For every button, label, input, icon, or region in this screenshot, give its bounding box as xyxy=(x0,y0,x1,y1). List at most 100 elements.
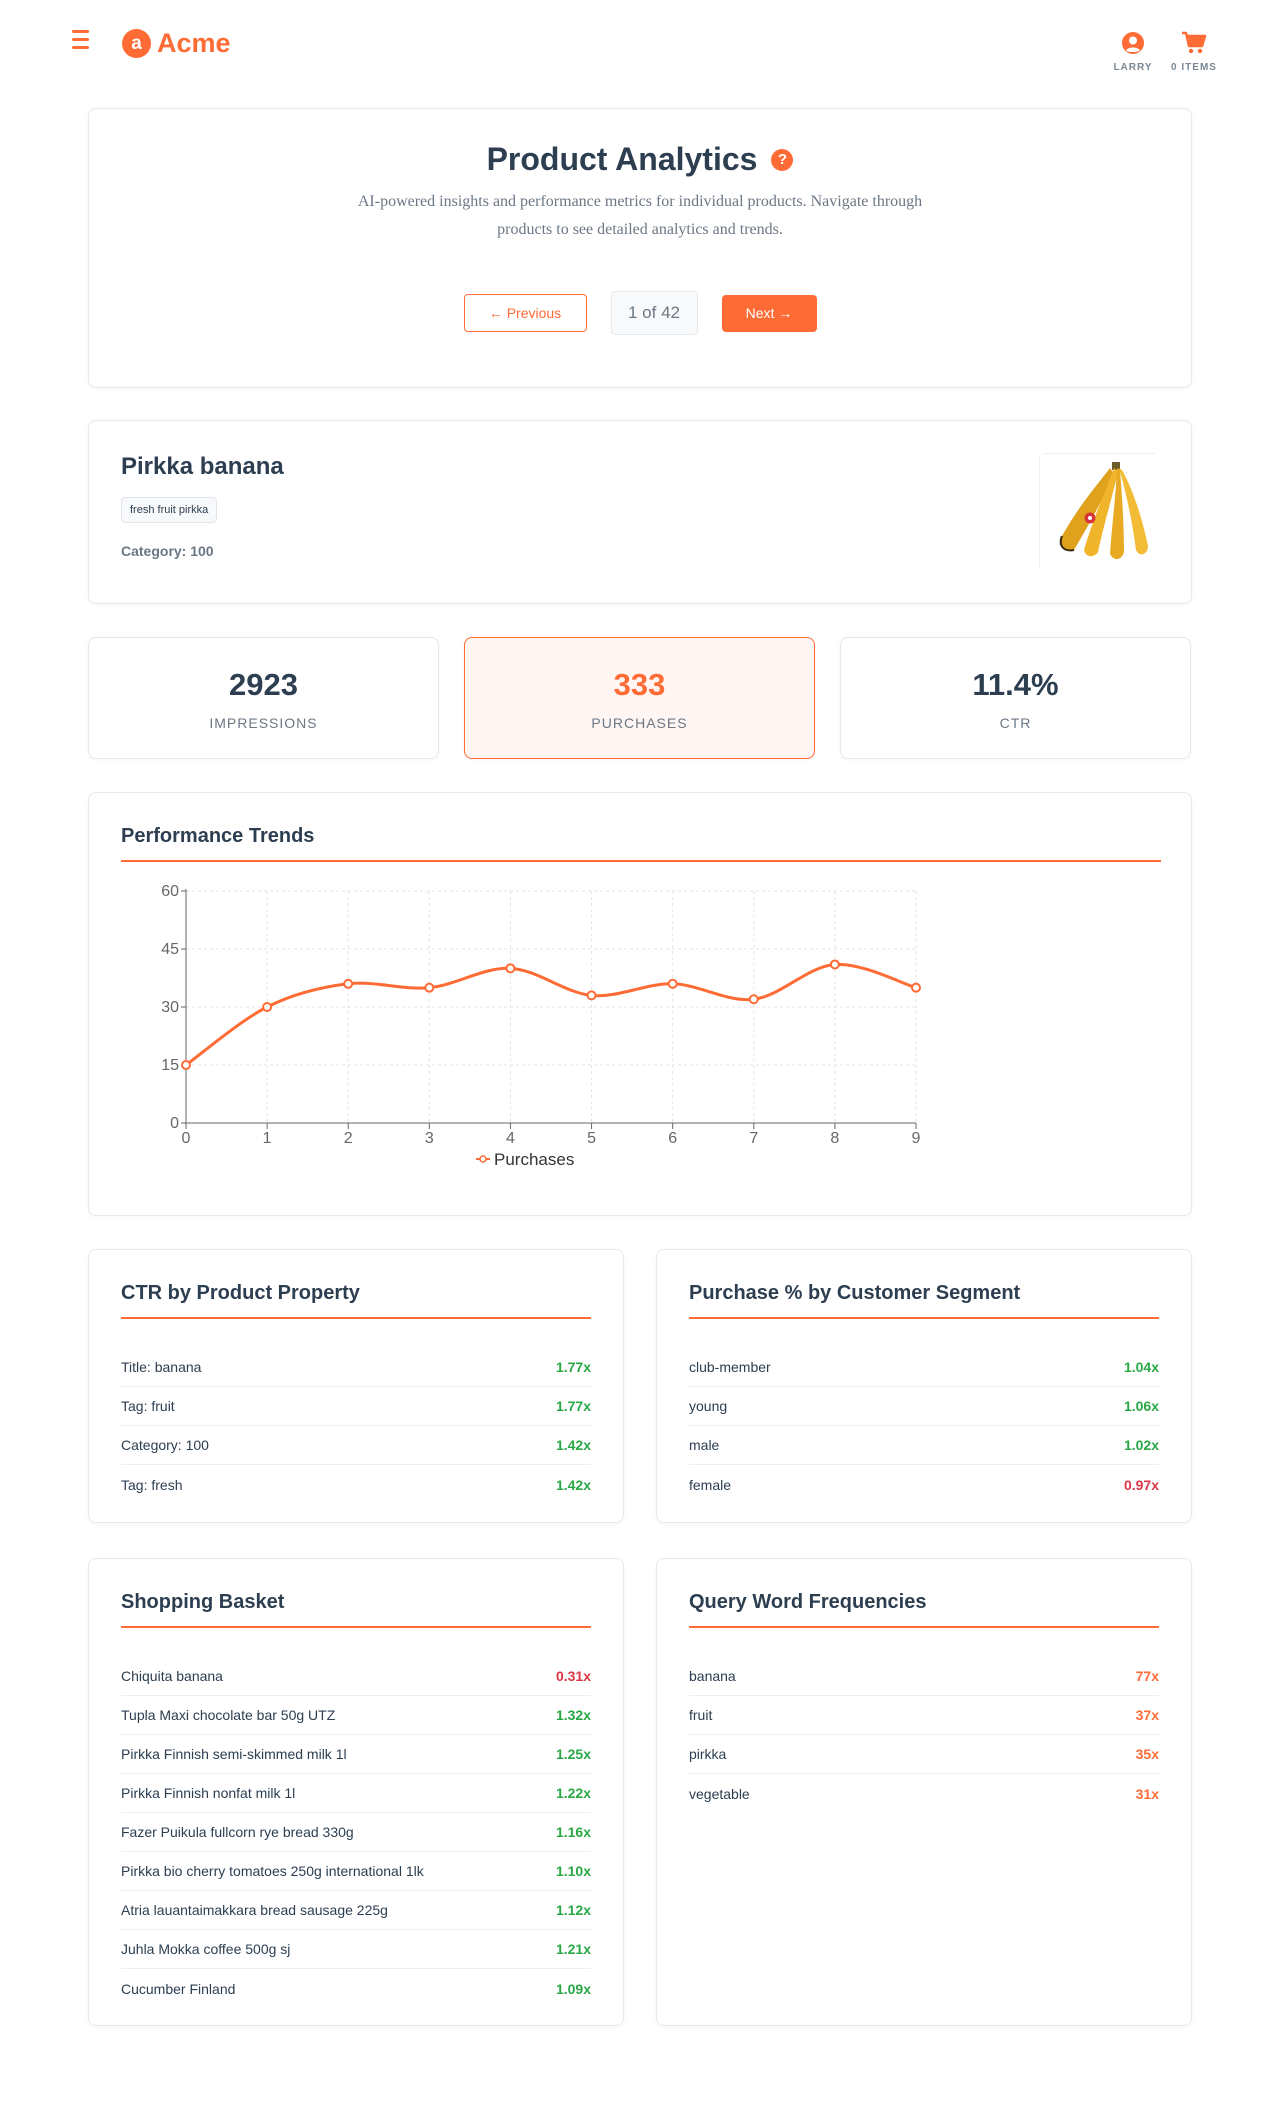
list-item: Tag: fresh 1.42x xyxy=(121,1465,591,1504)
list-item-value: 37x xyxy=(1135,1707,1159,1723)
data-point xyxy=(343,978,354,989)
legend-point-marker xyxy=(479,1155,487,1163)
y-tick-label: 0 xyxy=(170,1115,179,1132)
list-item-label: Pirkka Finnish semi-skimmed milk 1l xyxy=(121,1746,347,1762)
list-item-value: 1.42x xyxy=(555,1476,591,1493)
list-item-value: 1.04x xyxy=(1123,1359,1159,1375)
list-item: vegetable 31x xyxy=(689,1774,1159,1813)
help-icon[interactable]: ? xyxy=(771,148,794,171)
analytics-header-card: Product Analytics ? AI-powered insights … xyxy=(88,108,1192,388)
list-item: Juhla Mokka coffee 500g sj 1.21x xyxy=(121,1930,591,1969)
shopping-basket-card: Shopping Basket Chiquita banana 0.31x Tupl… xyxy=(88,1558,624,2026)
ctr-by-property-title: CTR by Product Property xyxy=(121,1282,360,1304)
shopping-basket-title: Shopping Basket xyxy=(121,1591,285,1613)
data-point xyxy=(181,1060,191,1070)
list-item: Pirkka Finnish nonfat milk 1l 1.22x xyxy=(121,1774,591,1813)
y-tick-label: 15 xyxy=(161,1057,179,1074)
list-item-label: Fazer Puikula fullcorn rye bread 330g xyxy=(121,1824,354,1840)
x-tick-label: 2 xyxy=(344,1130,353,1147)
menu-icon[interactable] xyxy=(72,30,94,52)
shopping-basket-list: Chiquita banana 0.31x Tupla Maxi chocolate… xyxy=(121,1657,591,2008)
list-item-label: female xyxy=(689,1476,732,1493)
list-item-value: 0.97x xyxy=(1123,1476,1159,1493)
list-item: Atria lauantaimakkara bread sausage 225g… xyxy=(121,1891,591,1930)
list-item: Chiquita banana 0.31x xyxy=(121,1657,591,1696)
list-item: Category: 100 1.42x xyxy=(121,1426,591,1465)
data-point xyxy=(667,978,678,989)
list-item: Tupla Maxi chocolate bar 50g UTZ 1.32x xyxy=(121,1696,591,1735)
list-item: male 1.02x xyxy=(689,1426,1159,1465)
logo-badge: a xyxy=(122,29,151,58)
performance-trends-card: Performance Trends 0 15 30 45 60 0 1 2 3 4 5 6 7 8 9 Pu… xyxy=(88,792,1192,1216)
list-item: pirkka 35x xyxy=(689,1735,1159,1774)
shopping-cart-icon xyxy=(1182,31,1207,54)
x-tick-label: 6 xyxy=(668,1130,677,1147)
list-item-value: 1.12x xyxy=(555,1902,591,1918)
section-divider xyxy=(121,860,1161,862)
customer-segment-list: club-member 1.04x young 1.06x male 1.02x femal… xyxy=(689,1348,1159,1504)
list-item: Title: banana 1.77x xyxy=(121,1348,591,1387)
brand-name: Acme xyxy=(157,28,231,58)
ctr-by-property-card: CTR by Product Property Title: banana 1.7… xyxy=(88,1249,624,1523)
list-item-value: 1.16x xyxy=(555,1824,591,1840)
page-indicator: 1 of 42 xyxy=(610,291,698,335)
list-item-label: Tupla Maxi chocolate bar 50g UTZ xyxy=(121,1707,336,1723)
list-item-value: 1.42x xyxy=(555,1437,591,1453)
list-item: fruit 37x xyxy=(689,1696,1159,1735)
brand-logo[interactable]: a Acme xyxy=(122,28,231,59)
product-name: Pirkka banana xyxy=(121,453,284,480)
list-item-label: Atria lauantaimakkara bread sausage 225g xyxy=(121,1902,388,1918)
list-item-label: Tag: fruit xyxy=(121,1398,175,1414)
query-word-card: Query Word Frequencies banana 77x fruit 37x… xyxy=(656,1558,1192,2026)
list-item-label: pirkka xyxy=(689,1746,727,1762)
list-item: Pirkka bio cherry tomatoes 250g internat… xyxy=(121,1852,591,1891)
list-item: banana 77x xyxy=(689,1657,1159,1696)
data-point xyxy=(748,994,759,1005)
list-item-label: young xyxy=(689,1398,728,1414)
page-description: AI-powered insights and performance metr… xyxy=(357,193,923,238)
user-name-label: LARRY xyxy=(1113,62,1153,73)
query-word-title: Query Word Frequencies xyxy=(689,1591,927,1613)
list-item-label: male xyxy=(689,1437,720,1453)
list-item: Pirkka Finnish semi-skimmed milk 1l 1.25x xyxy=(121,1735,591,1774)
ctr-by-property-list: Title: banana 1.77x Tag: fruit 1.77x Categor… xyxy=(121,1348,591,1504)
list-item-label: Chiquita banana xyxy=(121,1668,223,1684)
section-divider xyxy=(121,1317,591,1319)
previous-button[interactable]: ← Previous xyxy=(463,294,587,332)
customer-segment-title: Purchase % by Customer Segment xyxy=(689,1282,1021,1304)
list-item-label: Pirkka Finnish nonfat milk 1l xyxy=(121,1785,296,1801)
product-category: Category: 100 xyxy=(121,543,214,559)
list-item: Fazer Puikula fullcorn rye bread 330g 1.1… xyxy=(121,1813,591,1852)
list-item-value: 35x xyxy=(1135,1746,1159,1762)
user-circle-icon xyxy=(1122,32,1144,54)
list-item-label: Title: banana xyxy=(121,1359,202,1375)
product-tag: fresh fruit pirkka xyxy=(121,497,218,523)
list-item-label: Tag: fresh xyxy=(121,1476,183,1493)
user-account-button[interactable]: LARRY xyxy=(1110,31,1156,73)
data-point xyxy=(911,982,921,993)
data-point xyxy=(424,982,435,993)
list-item: Tag: fruit 1.77x xyxy=(121,1387,591,1426)
purchases-series-line xyxy=(185,962,917,1067)
x-tick-label: 8 xyxy=(830,1130,839,1147)
next-button[interactable]: Next → xyxy=(721,294,817,332)
x-tick-label: 9 xyxy=(912,1130,921,1147)
impressions-label: IMPRESSIONS xyxy=(209,715,318,731)
list-item-value: 1.77x xyxy=(555,1359,591,1375)
section-divider xyxy=(689,1626,1159,1628)
list-item-value: 1.06x xyxy=(1123,1398,1159,1414)
page-title: Product Analytics xyxy=(486,141,758,177)
x-tick-label: 1 xyxy=(263,1130,272,1147)
data-point xyxy=(829,959,840,970)
list-item-label: banana xyxy=(689,1668,736,1684)
product-info-card: Pirkka banana fresh fruit pirkka Categor… xyxy=(88,420,1192,604)
product-pager: ← Previous 1 of 42 Next → xyxy=(89,291,1191,335)
list-item-label: Category: 100 xyxy=(121,1437,209,1453)
section-divider xyxy=(121,1626,591,1628)
list-item-value: 0.31x xyxy=(555,1668,591,1684)
list-item-value: 31x xyxy=(1135,1785,1159,1802)
cart-button[interactable]: 0 ITEMS xyxy=(1168,31,1220,73)
query-word-list: banana 77x fruit 37x pirkka 35x vegetable 31x xyxy=(689,1657,1159,1813)
x-tick-label: 4 xyxy=(506,1130,515,1147)
list-item: Cucumber Finland 1.09x xyxy=(121,1969,591,2008)
